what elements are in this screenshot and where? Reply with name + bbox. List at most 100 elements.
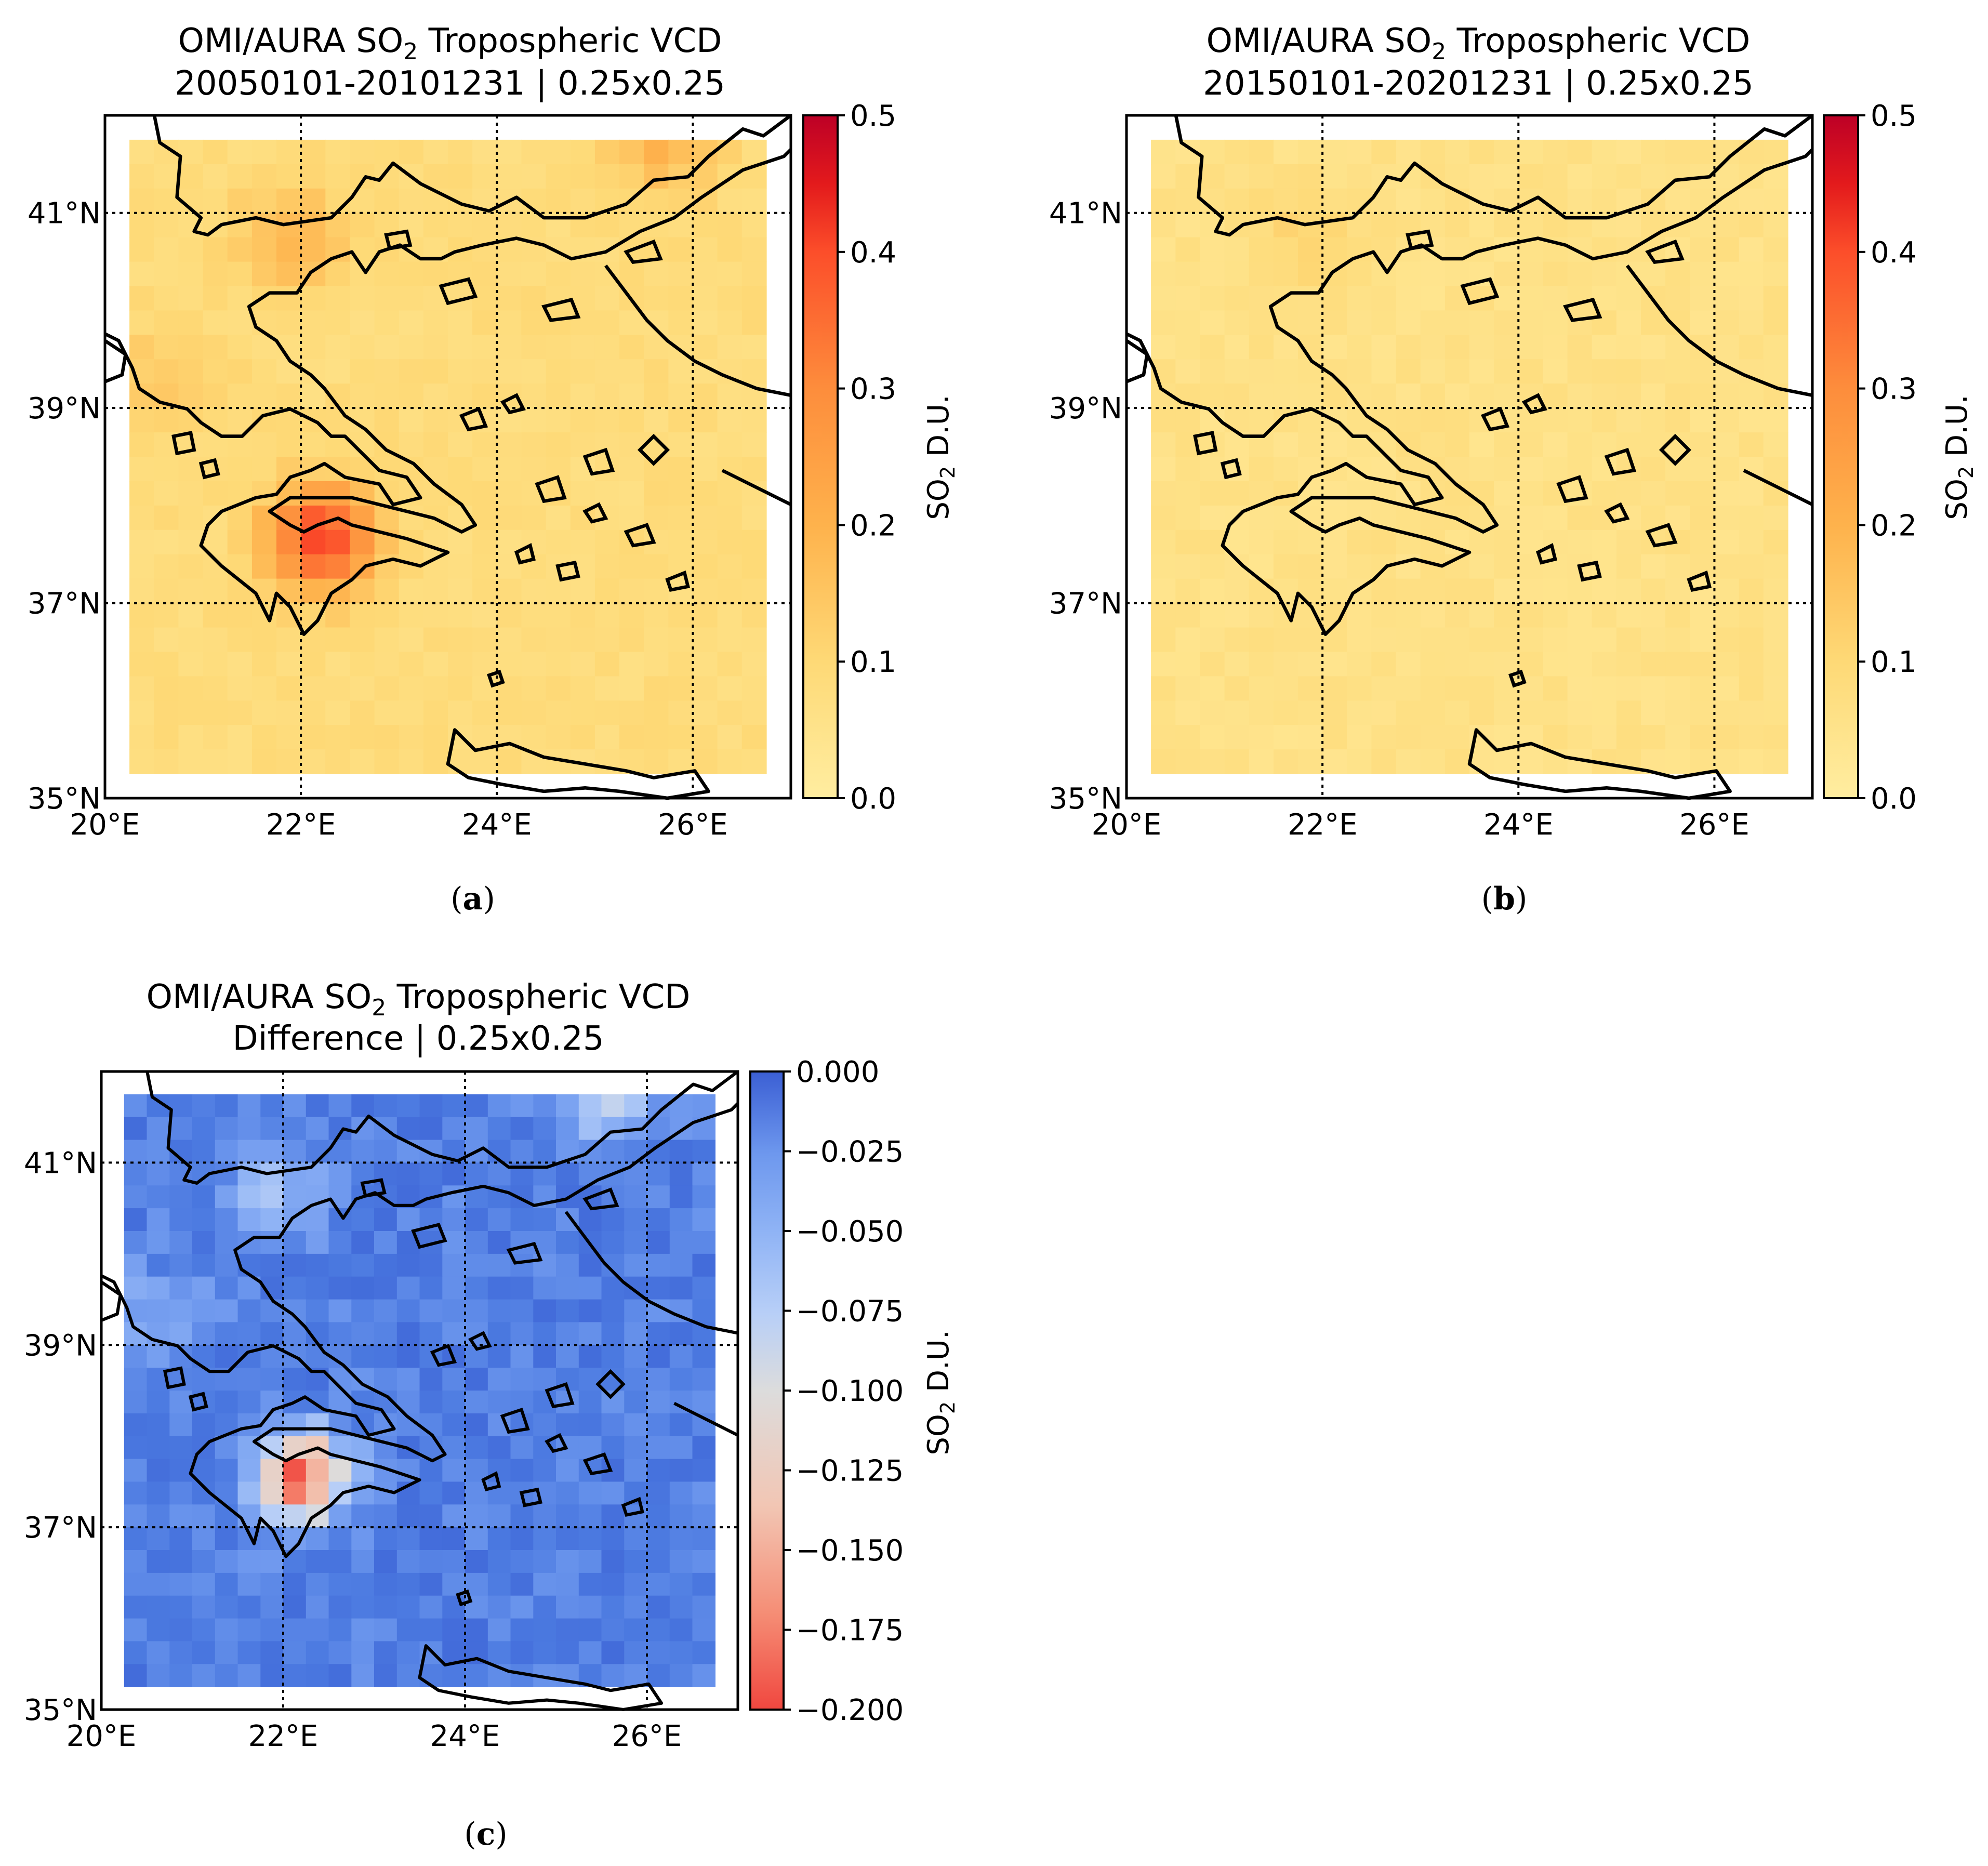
heatmap-cell (1200, 457, 1225, 482)
heatmap-cell (419, 1276, 443, 1300)
heatmap-cell (578, 1504, 602, 1528)
heatmap-cell (1151, 505, 1176, 531)
heatmap-cell (741, 530, 767, 555)
heatmap-cell (669, 1208, 693, 1232)
heatmap-cell (601, 1481, 625, 1505)
heatmap-cell (570, 383, 595, 408)
heatmap-cell (594, 554, 620, 579)
heatmap-cell (521, 383, 547, 408)
heatmap-cell (1175, 310, 1201, 336)
heatmap-cell (1469, 554, 1494, 579)
heatmap-cell (203, 700, 228, 725)
heatmap-cell (1518, 432, 1544, 457)
heatmap-cell (129, 725, 154, 750)
heatmap-cell (1200, 627, 1225, 653)
heatmap-cell (1763, 627, 1788, 653)
heatmap-cell (1616, 700, 1641, 725)
heatmap-cell (1714, 530, 1740, 555)
heatmap-cell (669, 1459, 693, 1483)
heatmap-cell (1298, 627, 1323, 653)
heatmap-cell (644, 700, 669, 725)
heatmap-cell (154, 261, 179, 287)
heatmap-cell (328, 1504, 352, 1528)
heatmap-cell (546, 505, 571, 531)
heatmap-cell (374, 1322, 397, 1346)
heatmap-cell (546, 725, 571, 750)
heatmap-cell (1494, 554, 1519, 579)
heatmap-cell (1396, 261, 1421, 287)
heatmap-cell (510, 1550, 534, 1573)
heatmap-cell (350, 725, 375, 750)
heatmap-cell (1714, 676, 1740, 702)
heatmap-cell (669, 1413, 693, 1437)
heatmap-cell (1444, 578, 1470, 604)
heatmap-cell (533, 1299, 556, 1323)
heatmap-cell (668, 286, 694, 311)
heatmap-cell (328, 1299, 352, 1323)
heatmap-cell (619, 578, 644, 604)
heatmap-cell (276, 749, 301, 774)
heatmap-cell (203, 139, 228, 165)
heatmap-cell (169, 1413, 193, 1437)
heatmap-cell (1543, 700, 1568, 725)
heatmap-cell (717, 627, 743, 653)
heatmap-cell (601, 1504, 625, 1528)
heatmap-cell (1444, 408, 1470, 433)
heatmap-cell (227, 505, 253, 531)
heatmap-cell (350, 700, 375, 725)
heatmap-cell (374, 603, 400, 628)
heatmap-cell (423, 408, 448, 433)
heatmap-cell (1543, 383, 1568, 408)
heatmap-cell (350, 139, 375, 165)
heatmap-cell (1420, 676, 1446, 702)
heatmap-cell (350, 676, 375, 702)
heatmap-cell (1567, 676, 1593, 702)
heatmap-cell (1371, 383, 1397, 408)
heatmap-cell (442, 1231, 466, 1254)
heatmap-cell (169, 1117, 193, 1141)
heatmap-cell (1224, 383, 1250, 408)
heatmap-cell (692, 1436, 715, 1460)
heatmap-cell (1444, 749, 1470, 774)
heatmap-cell (644, 554, 669, 579)
heatmap-cell (1444, 700, 1470, 725)
heatmap-cell (419, 1572, 443, 1596)
heatmap-cell (419, 1550, 443, 1573)
heatmap-cell (601, 1345, 625, 1368)
heatmap-cell (619, 408, 644, 433)
heatmap-cell (1763, 261, 1788, 287)
heatmap-cell (374, 1641, 397, 1665)
heatmap-cell (624, 1436, 647, 1460)
heatmap-cell (1518, 578, 1544, 604)
heatmap-cell (237, 1368, 261, 1391)
heatmap-cell (1567, 627, 1593, 653)
heatmap-cell (396, 1117, 420, 1141)
heatmap-cell (396, 1276, 420, 1300)
heatmap-cell (546, 652, 571, 677)
heatmap-cell (178, 139, 204, 165)
heatmap-cell (594, 457, 620, 482)
heatmap-cell (472, 481, 497, 506)
heatmap-cell (510, 1436, 534, 1460)
heatmap-cell (399, 335, 424, 360)
heatmap-cell (1494, 261, 1519, 287)
heatmap-cell (1224, 627, 1250, 653)
heatmap-cell (1444, 213, 1470, 238)
heatmap-cell (215, 1117, 238, 1141)
heatmap-cell (251, 725, 277, 750)
heatmap-cell (215, 1527, 238, 1551)
heatmap-cell (124, 1618, 148, 1642)
heatmap-cell (169, 1276, 193, 1300)
heatmap-cell (129, 505, 154, 531)
heatmap-cell (1347, 530, 1372, 555)
heatmap-cell (448, 700, 473, 725)
heatmap-cell (1543, 578, 1568, 604)
heatmap-cell (192, 1641, 216, 1665)
heatmap-cell (129, 749, 154, 774)
heatmap-cell (1641, 627, 1666, 653)
heatmap-cell (741, 554, 767, 579)
heatmap-cell (351, 1618, 375, 1642)
heatmap-cell (1616, 554, 1641, 579)
heatmap-cell (644, 578, 669, 604)
heatmap-cell (594, 383, 620, 408)
